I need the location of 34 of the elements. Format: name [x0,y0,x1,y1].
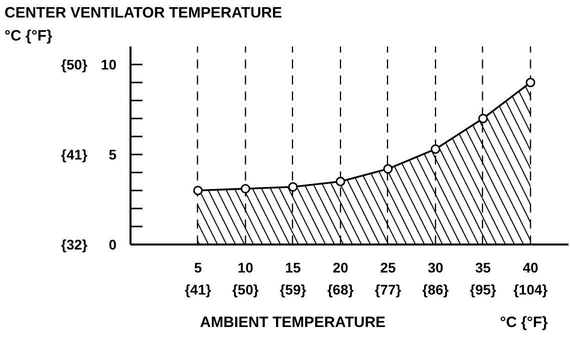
x-tick-label: 35 [475,260,491,276]
x-tick-label: 40 [522,260,538,276]
x2-tick-label: {86} [422,282,450,298]
x2-tick-label: {50} [232,282,260,298]
y2-tick-label: {41} [61,146,88,162]
x-tick-label: 30 [428,260,444,276]
x2-tick-label: {68} [327,282,354,298]
x2-tick-label: {77} [374,282,402,298]
y2-tick-label: {32} [61,236,88,252]
point [336,176,346,186]
y-tick-label: 10 [100,56,117,72]
text: °C {°F} [4,28,52,44]
y-tick-label: 0 [108,236,117,252]
x-tick-label: 10 [238,260,254,276]
x-axis-title: AMBIENT TEMPERATURE [200,314,386,332]
y-axis-title: CENTER VENTILATOR TEMPERATURE [4,4,282,22]
x-tick-label: 20 [332,260,348,276]
y-tick-label: 5 [108,146,117,162]
x-tick-label: 25 [380,260,396,276]
point [288,182,298,192]
x2-tick-label: {41} [184,282,212,298]
point [430,144,440,154]
x2-tick-label: {104} [513,282,548,298]
x2-tick-label: {59} [280,282,307,298]
x-tick-label: 5 [194,260,202,276]
point [193,186,203,196]
point [526,78,536,88]
y2-tick-label: {50} [61,56,88,72]
point [478,114,488,124]
point [383,164,393,174]
text: °C {°F} [500,314,548,332]
point [240,184,250,194]
x2-tick-label: {95} [470,282,497,298]
x-tick-label: 15 [285,260,301,276]
